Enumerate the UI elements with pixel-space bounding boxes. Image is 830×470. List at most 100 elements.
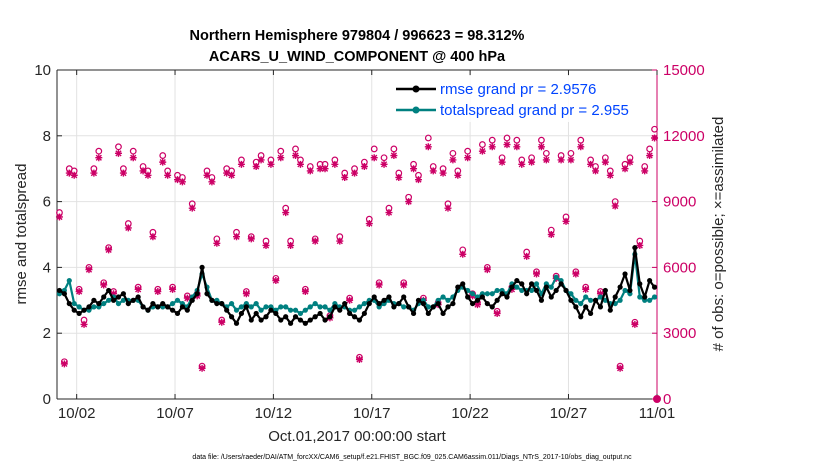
assimilated-obs-marker-70	[400, 281, 408, 289]
assimilated-obs-marker-103	[562, 217, 570, 225]
possible-obs-marker-64	[370, 145, 378, 153]
assimilated-obs-marker-64	[370, 154, 378, 162]
assimilated-obs-marker-61	[355, 356, 363, 364]
rmse-point-33	[219, 300, 225, 307]
totalspread-point-24	[174, 297, 181, 303]
assimilated-obs-marker-68	[390, 152, 398, 160]
assimilated-obs-marker-19	[149, 233, 157, 241]
assimilated-obs-marker-72	[410, 165, 418, 173]
rmse-point-89	[494, 297, 500, 303]
rmse-point-44	[273, 310, 279, 317]
assimilated-obs-marker-63	[365, 220, 373, 228]
assimilated-obs-marker-81	[454, 171, 462, 179]
totalspread-point-105	[573, 297, 579, 303]
possible-obs-marker-8	[95, 147, 103, 155]
possible-obs-marker-68	[390, 145, 398, 153]
assimilated-obs-marker-94	[518, 160, 526, 168]
totalspread-point-107	[583, 294, 589, 300]
totalspread-point-94	[519, 287, 525, 294]
rmse-point-105	[573, 304, 579, 310]
possible-obs-marker-93	[513, 136, 521, 144]
totalspread-point-114	[617, 297, 623, 303]
possible-obs-marker-75	[424, 134, 432, 142]
assimilated-obs-marker-43	[267, 160, 275, 168]
rmse-point-116	[627, 287, 633, 294]
assimilated-obs-marker-80	[449, 156, 457, 164]
rmse-point-50	[302, 320, 308, 326]
legend-box	[390, 76, 652, 122]
totalspread-point-48	[292, 307, 299, 313]
x-tick-label-3: 10/17	[353, 405, 391, 422]
totalspread-point-78	[440, 294, 446, 300]
assimilated-obs-marker-35	[228, 171, 236, 179]
assimilated-obs-marker-108	[587, 160, 595, 168]
totalspread-point-88	[489, 291, 495, 297]
totalspread-point-97	[533, 281, 540, 287]
assimilated-obs-marker-121	[651, 134, 659, 142]
rmse-point-51	[307, 317, 313, 323]
rmse-point-112	[607, 307, 613, 313]
assimilated-obs-marker-2	[65, 169, 73, 177]
y-tick-left-label-1: 2	[43, 325, 51, 342]
totalspread-point-49	[297, 310, 304, 317]
rmse-point-13	[120, 291, 126, 297]
assimilated-obs-marker-115	[621, 165, 629, 173]
rmse-point-59	[347, 310, 353, 317]
totalspread-point-41	[258, 307, 264, 313]
assimilated-obs-marker-44	[272, 277, 280, 285]
rmse-point-11	[110, 297, 117, 303]
rmse-point-67	[386, 294, 392, 300]
assimilated-obs-marker-86	[478, 147, 486, 155]
rmse-point-28	[194, 291, 200, 297]
totalspread-point-36	[233, 307, 240, 313]
assimilated-obs-marker-118	[636, 241, 644, 249]
rmse-point-2	[66, 300, 72, 307]
rmse-point-79	[445, 304, 451, 310]
rmse-point-55	[327, 314, 333, 320]
rmse-point-54	[322, 317, 328, 323]
totalspread-point-10	[106, 297, 112, 303]
assimilated-obs-marker-56	[331, 160, 339, 168]
totalspread-point-47	[288, 307, 294, 313]
assimilated-obs-marker-113	[611, 202, 619, 210]
rmse-point-3	[71, 307, 77, 313]
rmse-point-15	[130, 297, 136, 303]
rmse-point-118	[637, 281, 643, 287]
totalspread-line	[58, 253, 656, 315]
rmse-point-106	[578, 314, 584, 320]
assimilated-obs-marker-32	[213, 239, 221, 247]
rmse-point-22	[165, 304, 171, 310]
assimilated-obs-marker-13	[119, 169, 127, 177]
assimilated-obs-marker-85	[473, 301, 481, 309]
assimilated-obs-marker-25	[178, 178, 186, 186]
assimilated-obs-marker-3	[70, 171, 78, 179]
rmse-point-71	[406, 304, 412, 310]
assimilated-obs-marker-21	[159, 158, 167, 166]
rmse-point-85	[474, 297, 481, 303]
totalspread-point-104	[568, 291, 574, 297]
rmse-point-94	[519, 281, 525, 287]
rmse-point-43	[268, 307, 274, 313]
rmse-point-0	[56, 287, 63, 294]
possible-obs-marker-98	[538, 136, 545, 144]
rmse-point-23	[169, 307, 176, 313]
possible-obs-marker-91	[503, 134, 511, 142]
assimilated-obs-marker-4	[75, 288, 83, 296]
legend-rmse-label: rmse grand pr = 2.9576	[440, 81, 596, 98]
x-tick-label-1: 10/07	[156, 405, 194, 422]
rmse-point-12	[115, 294, 122, 300]
x-tick-label-5: 10/27	[550, 405, 588, 422]
possible-obs-marker-66	[380, 154, 388, 162]
y-tick-right-label-2: 6000	[663, 259, 696, 276]
assimilated-obs-marker-109	[592, 167, 600, 175]
totalspread-point-87	[484, 291, 490, 297]
rmse-point-49	[297, 317, 304, 323]
assimilated-obs-marker-45	[277, 154, 285, 162]
y-axis-left-label: rmse and totalspread	[13, 164, 30, 305]
rmse-point-63	[366, 300, 372, 307]
rmse-point-14	[125, 300, 131, 307]
assimilated-obs-marker-93	[513, 143, 521, 151]
assimilated-obs-marker-66	[380, 160, 388, 168]
totalspread-point-4	[76, 304, 82, 310]
rmse-point-109	[592, 297, 599, 303]
